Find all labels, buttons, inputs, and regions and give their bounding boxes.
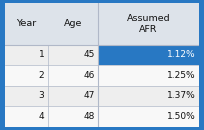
Bar — [48, 45, 98, 65]
Text: 1.12%: 1.12% — [167, 50, 195, 59]
Text: Year: Year — [16, 20, 37, 28]
Text: 2: 2 — [39, 71, 44, 80]
Text: 45: 45 — [83, 50, 95, 59]
Bar — [48, 3, 98, 45]
Text: 46: 46 — [83, 71, 95, 80]
Bar — [98, 3, 199, 45]
Bar — [48, 106, 98, 127]
Text: 1.37%: 1.37% — [167, 91, 195, 100]
Text: 48: 48 — [83, 112, 95, 121]
Text: 47: 47 — [83, 91, 95, 100]
Text: 1.50%: 1.50% — [167, 112, 195, 121]
Text: 1.25%: 1.25% — [167, 71, 195, 80]
Bar — [5, 3, 48, 45]
Bar — [98, 45, 199, 65]
Bar — [5, 106, 48, 127]
Bar — [5, 45, 48, 65]
Bar — [48, 65, 98, 86]
Text: Age: Age — [64, 20, 82, 28]
Bar — [98, 65, 199, 86]
Bar — [48, 86, 98, 106]
Text: 3: 3 — [39, 91, 44, 100]
Bar — [5, 65, 48, 86]
Text: Assumed
AFR: Assumed AFR — [127, 14, 170, 34]
Bar — [5, 86, 48, 106]
Text: 4: 4 — [39, 112, 44, 121]
Bar — [98, 106, 199, 127]
Bar — [98, 86, 199, 106]
Text: 1: 1 — [39, 50, 44, 59]
